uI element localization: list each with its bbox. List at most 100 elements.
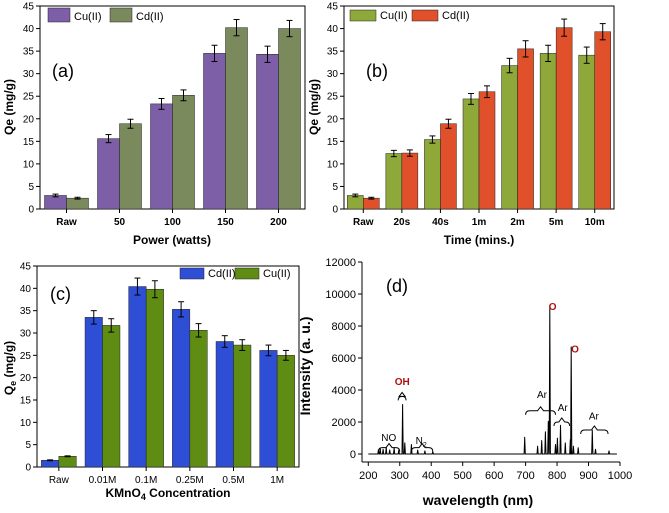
panel-c-xtick-Raw: Raw [49, 475, 70, 486]
panel-b-ytick-45: 45 [327, 2, 339, 13]
panel-d-ytick-0: 0 [350, 449, 356, 461]
panel-b-yticks: 0 5 10 15 20 25 30 35 40 45 [327, 2, 344, 216]
panel-c-xtick-0.25M: 0.25M [176, 475, 204, 486]
panel-b-legend: Cu(II) Cd(II) [349, 9, 470, 22]
panel-b-bar-1m-Cu(II) [462, 98, 480, 210]
panel-d-peak-751 [541, 440, 543, 441]
panel-c-legend-label-Cd(II): Cd(II) [208, 268, 236, 280]
panel-d-ylabel: Intensity (a. u.) [297, 317, 313, 416]
panel-a-xtick-150: 150 [217, 217, 234, 228]
panel-a-bar-Raw-Cu(II) [44, 195, 67, 210]
panel-d-xtick-500: 500 [454, 470, 472, 482]
panel-a-xlabel: Power (watts) [133, 233, 211, 247]
panel-a-legend-label-Cd(II): Cd(II) [136, 11, 164, 23]
panel-b-ylabel: Qe (mg/g) [307, 79, 321, 135]
panel-c-ytick-15: 15 [20, 396, 32, 407]
panel-d-xlabel: wavelength (nm) [422, 492, 533, 508]
panel-c-legend-label-Cu(II): Cu(II) [263, 268, 291, 280]
panel-c-bar-0.1M-Cd(II) [128, 286, 147, 468]
panel-b-bar-40s-Cu(II) [424, 139, 441, 210]
panel-b-label: (b) [366, 61, 388, 81]
panel-c-bars [41, 277, 295, 468]
panel-b-bar-Raw-Cu(II) [347, 195, 364, 210]
panel-b-ytick-15: 15 [327, 137, 339, 148]
panel-a-ytick-0: 0 [28, 205, 34, 216]
panel-d-peak-763 [545, 431, 546, 432]
panel-a-ytick-20: 20 [23, 114, 35, 125]
panel-d-xtick-400: 400 [422, 470, 440, 482]
panel-d-ytick-2000: 2000 [332, 417, 356, 429]
panel-b-ytick-20: 20 [327, 114, 339, 125]
panel-a-legend-swatch-Cd(II) [109, 7, 133, 23]
panel-d-annotation-0: NO [381, 433, 396, 444]
panel-c-bar-0.5M-Cu(II) [233, 344, 252, 468]
panel-d-peak-738 [537, 445, 538, 447]
panel-a-bar-50-Cu(II) [97, 138, 120, 210]
panel-d-xtick-600: 600 [485, 470, 503, 482]
panel-a-label: (a) [52, 61, 74, 81]
panel-a-bar-150-Cu(II) [203, 53, 226, 210]
panel-d-bracket-4 [553, 417, 571, 427]
panel-c-xtick-0.5M: 0.5M [222, 475, 244, 486]
panel-b-ytick-30: 30 [327, 69, 339, 80]
panel-d-peak-922 [595, 448, 596, 450]
panel-d-peak-772 [547, 420, 549, 422]
panel-d-peak-357 [417, 449, 419, 451]
panel-d-peak-380 [424, 450, 426, 452]
panel-b-legend-swatch-Cd(II) [411, 9, 439, 22]
panel-c-legend-swatch-Cd(II) [179, 267, 205, 280]
panel-c: (c) 0 5 10 15 20 25 30 35 40 45 Raw 0.01M 0.1M 0.25M… [2, 262, 300, 502]
panel-c-ylabel-rest: (mg/g) [2, 341, 16, 381]
panel-b-bar-2m-Cu(II) [501, 65, 518, 210]
panel-a-legend-label-Cu(II): Cu(II) [74, 11, 102, 23]
panel-c-bar-0.1M-Cu(II) [145, 288, 164, 468]
panel-a-ytick-25: 25 [23, 92, 35, 103]
panel-d-peak-268 [389, 449, 391, 451]
panel-c-ytick-35: 35 [20, 306, 32, 317]
panel-d-ytick-6000: 6000 [332, 353, 356, 365]
panel-d-peak-801 [556, 437, 558, 439]
panel-d-peak-867 [577, 447, 579, 448]
panel-c-legend-swatch-Cu(II) [234, 267, 260, 280]
panel-d-peak-852 [573, 445, 574, 447]
panel-c-ylabel-main: Q [2, 386, 16, 395]
panel-b-ytick-10: 10 [327, 159, 339, 170]
panel-b-bars [347, 18, 611, 210]
panel-a-legend: Cu(II) Cd(II) [47, 7, 164, 23]
panel-c-bar-Raw-Cd(II) [41, 460, 60, 468]
panel-b-xtick-1m: 1m [472, 217, 487, 228]
panel-c-yticks: 0 5 10 15 20 25 30 35 40 45 [20, 262, 37, 474]
panel-c-ytick-10: 10 [20, 418, 32, 429]
panel-a-ytick-5: 5 [28, 182, 34, 193]
panel-d-peak-965 [608, 450, 610, 452]
panel-b: (b) 0 5 10 15 20 25 30 35 40 45 Raw 20s 40s 1m 2m 5m 10… [307, 2, 615, 247]
panel-d-bracket-3 [525, 405, 556, 415]
panel-a-bar-50-Cd(II) [119, 123, 142, 210]
panel-d-peak-309 [402, 404, 403, 405]
panel-a-ytick-30: 30 [23, 69, 35, 80]
panel-a-bar-150-Cd(II) [225, 27, 248, 210]
panel-d-xtick-900: 900 [579, 470, 597, 482]
panel-b-bar-Raw-Cd(II) [363, 197, 380, 210]
panel-a-xtick-200: 200 [270, 217, 287, 228]
panel-d-peak-697 [524, 436, 526, 438]
panel-b-xtick-Raw: Raw [353, 217, 374, 228]
panel-c-xlabel: KMnO4 Concentration [105, 486, 230, 502]
panel-c-frame [36, 265, 300, 468]
panel-a-bar-Raw-Cd(II) [66, 197, 89, 210]
panel-b-legend-label-Cu(II): Cu(II) [380, 10, 408, 22]
panel-b-legend-swatch-Cu(II) [349, 9, 377, 22]
panel-b-ytick-5: 5 [332, 182, 338, 193]
panel-d-peak-247 [382, 448, 384, 450]
panel-d-xticks: 200 300 400 500 600 700 800 900 1000 [359, 462, 632, 482]
panel-b-xtick-2m: 2m [510, 217, 525, 228]
panel-b-xtick-40s: 40s [432, 217, 449, 228]
panel-c-bar-1M-Cd(II) [259, 350, 278, 468]
panel-d-peak-316 [404, 442, 406, 444]
panel-c-ytick-0: 0 [25, 463, 31, 474]
panel-c-xtick-1M: 1M [270, 475, 284, 486]
panel-a-ytick-10: 10 [23, 159, 35, 170]
panel-d-peak-845 [570, 346, 572, 348]
panel-d-spectrum-line [368, 305, 617, 455]
panel-d-xtick-200: 200 [359, 470, 377, 482]
